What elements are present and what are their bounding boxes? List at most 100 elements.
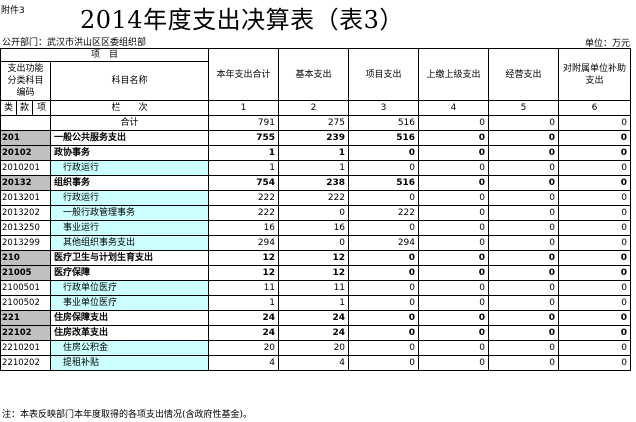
row-value-col5: 0 xyxy=(488,250,560,266)
row-value-col6: 0 xyxy=(558,265,632,281)
row-value-col5: 0 xyxy=(488,310,560,326)
row-name: 医疗保障 xyxy=(49,265,210,281)
table-row: 2013201 行政运行 222 222 0 0 0 0 xyxy=(0,190,632,206)
row-value-col2: 238 xyxy=(278,175,350,191)
row-value-col5: 0 xyxy=(488,130,560,146)
row-value-col2: 239 xyxy=(278,130,350,146)
row-value-col5: 0 xyxy=(488,235,560,251)
row-code: 2013202 xyxy=(0,205,51,221)
row-value-col4: 0 xyxy=(418,295,490,311)
row-value-col6: 0 xyxy=(558,115,632,131)
row-value-col3: 0 xyxy=(348,160,420,176)
row-value-col3: 516 xyxy=(348,130,420,146)
row-name: 住房改革支出 xyxy=(49,325,210,341)
table-row: 22102 住房改革支出 24 24 0 0 0 0 xyxy=(0,325,632,341)
row-value-col6: 0 xyxy=(558,340,632,356)
row-value-col4: 0 xyxy=(418,160,490,176)
header-code: 支出功能分类科目编码 xyxy=(0,61,51,101)
row-value-col3: 516 xyxy=(348,115,420,131)
row-value-col2: 16 xyxy=(278,220,350,236)
header-item: 项 目 xyxy=(0,48,210,62)
row-value-col5: 0 xyxy=(488,220,560,236)
row-value-col3: 0 xyxy=(348,220,420,236)
row-value-col6: 0 xyxy=(558,235,632,251)
row-value-col3: 0 xyxy=(348,145,420,161)
row-value-col1: 24 xyxy=(208,325,280,341)
row-value-col6: 0 xyxy=(558,175,632,191)
table-row: 2013202 一般行政管理事务 222 0 222 0 0 0 xyxy=(0,205,632,221)
row-value-col6: 0 xyxy=(558,310,632,326)
row-value-col1: 4 xyxy=(208,355,280,371)
row-value-col1: 20 xyxy=(208,340,280,356)
row-value-col4: 0 xyxy=(418,235,490,251)
row-value-col1: 754 xyxy=(208,175,280,191)
row-value-col6: 0 xyxy=(558,205,632,221)
row-value-col3: 222 xyxy=(348,205,420,221)
header-n1: 1 xyxy=(208,100,280,116)
header-lei: 类 xyxy=(0,100,17,116)
row-value-col5: 0 xyxy=(488,175,560,191)
row-value-col3: 294 xyxy=(348,235,420,251)
row-value-col1: 222 xyxy=(208,190,280,206)
row-value-col2: 1 xyxy=(278,295,350,311)
header-kuan: 款 xyxy=(16,100,33,116)
header-n4: 4 xyxy=(418,100,490,116)
row-value-col5: 0 xyxy=(488,145,560,161)
row-name: 合计 xyxy=(49,115,210,131)
row-value-col4: 0 xyxy=(418,205,490,221)
table-row: 2013250 事业运行 16 16 0 0 0 0 xyxy=(0,220,632,236)
header-col2: 基本支出 xyxy=(278,48,350,101)
row-code: 2013250 xyxy=(0,220,51,236)
row-name: 提租补贴 xyxy=(49,355,210,371)
row-code: 22102 xyxy=(0,325,51,341)
row-value-col4: 0 xyxy=(418,265,490,281)
row-value-col5: 0 xyxy=(488,265,560,281)
row-value-col6: 0 xyxy=(558,355,632,371)
table-row: 2100502 事业单位医疗 1 1 0 0 0 0 xyxy=(0,295,632,311)
row-name: 行政运行 xyxy=(49,160,210,176)
table-row: 20102 政协事务 1 1 0 0 0 0 xyxy=(0,145,632,161)
row-value-col1: 791 xyxy=(208,115,280,131)
table-row: 合计 791 275 516 0 0 0 xyxy=(0,115,632,131)
row-value-col4: 0 xyxy=(418,325,490,341)
row-value-col2: 24 xyxy=(278,310,350,326)
row-value-col1: 1 xyxy=(208,295,280,311)
row-code: 20132 xyxy=(0,175,51,191)
row-name: 行政运行 xyxy=(49,190,210,206)
row-code: 2010201 xyxy=(0,160,51,176)
row-value-col2: 11 xyxy=(278,280,350,296)
table-row: 201 一般公共服务支出 755 239 516 0 0 0 xyxy=(0,130,632,146)
row-name: 一般公共服务支出 xyxy=(49,130,210,146)
row-value-col6: 0 xyxy=(558,295,632,311)
row-value-col3: 0 xyxy=(348,325,420,341)
unit-label: 单位：万元 xyxy=(584,39,630,49)
table-header: 项 目 本年支出合计 基本支出 项目支出 上缴上级支出 经营支出 对附属单位补助… xyxy=(0,48,632,116)
expenditure-table: 项 目 本年支出合计 基本支出 项目支出 上缴上级支出 经营支出 对附属单位补助… xyxy=(0,48,632,371)
row-value-col4: 0 xyxy=(418,115,490,131)
row-value-col2: 4 xyxy=(278,355,350,371)
row-value-col1: 294 xyxy=(208,235,280,251)
header-col1: 本年支出合计 xyxy=(208,48,280,101)
row-value-col5: 0 xyxy=(488,190,560,206)
row-value-col2: 12 xyxy=(278,265,350,281)
row-name: 事业单位医疗 xyxy=(49,295,210,311)
row-value-col3: 0 xyxy=(348,190,420,206)
row-value-col6: 0 xyxy=(558,190,632,206)
row-value-col2: 20 xyxy=(278,340,350,356)
row-value-col4: 0 xyxy=(418,340,490,356)
row-name: 一般行政管理事务 xyxy=(49,205,210,221)
table-row: 221 住房保障支出 24 24 0 0 0 0 xyxy=(0,310,632,326)
row-code: 201 xyxy=(0,130,51,146)
table-row: 21005 医疗保障 12 12 0 0 0 0 xyxy=(0,265,632,281)
row-value-col6: 0 xyxy=(558,280,632,296)
row-value-col4: 0 xyxy=(418,220,490,236)
row-value-col2: 1 xyxy=(278,160,350,176)
row-value-col4: 0 xyxy=(418,175,490,191)
row-value-col6: 0 xyxy=(558,220,632,236)
header-xiang: 项 xyxy=(32,100,51,116)
row-value-col6: 0 xyxy=(558,145,632,161)
page-title: 2014年度支出决算表（表3） xyxy=(80,6,404,34)
header-col6: 对附属单位补助支出 xyxy=(558,48,632,101)
row-value-col4: 0 xyxy=(418,280,490,296)
row-code xyxy=(0,115,51,131)
